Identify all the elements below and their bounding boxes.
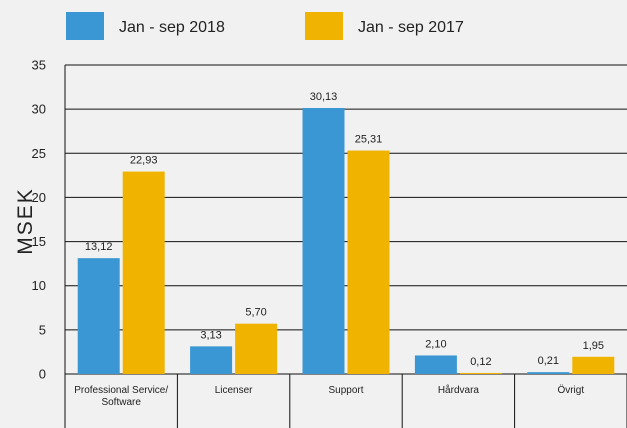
data-label: 0,21 (538, 355, 559, 367)
y-tick-label: 10 (32, 278, 46, 293)
y-axis-label: MSEK (14, 187, 37, 255)
bar-2017 (235, 323, 278, 374)
bars (77, 107, 615, 374)
data-label: 1,95 (583, 340, 604, 352)
legend-label: Jan - sep 2018 (119, 19, 225, 36)
legend-swatch (66, 12, 104, 40)
y-tick-labels: 0 5 10 15 20 25 30 35 (32, 58, 46, 382)
bar-2018 (190, 346, 233, 374)
y-tick-label: 25 (32, 146, 46, 161)
data-label: 30,13 (310, 91, 338, 103)
bar-2018 (527, 372, 570, 374)
bar-2018 (414, 355, 457, 374)
y-tick-label: 30 (32, 102, 46, 117)
bar-2017 (122, 171, 165, 374)
data-label: 25,31 (355, 134, 383, 146)
data-label: 22,93 (130, 155, 158, 167)
x-tick-label: Licenser (215, 385, 253, 396)
y-tick-label: 5 (39, 322, 46, 337)
bar-2017 (459, 372, 502, 374)
legend-swatch (305, 12, 343, 40)
x-tick-label: Support (328, 385, 363, 396)
data-label: 3,13 (200, 329, 221, 341)
bar-2018 (302, 107, 345, 374)
grid (65, 64, 627, 375)
bar-2018 (77, 258, 120, 374)
y-tick-label: 20 (32, 190, 46, 205)
x-axis: Professional Service/Software Licenser Sup… (64, 65, 627, 428)
x-tick-label: Övrigt (557, 384, 584, 396)
data-label: 5,70 (245, 307, 266, 319)
bar-2017 (572, 356, 615, 374)
y-tick-label: 15 (32, 234, 46, 249)
legend-label: Jan - sep 2017 (358, 19, 464, 36)
data-label: 13,12 (85, 241, 113, 253)
x-tick-label: Professional Service/Software (74, 385, 168, 408)
value-labels: 13,12 3,13 30,13 2,10 0,21 22,93 5,70 25,31 0,12… (85, 91, 604, 368)
data-label: 0,12 (470, 356, 491, 368)
legend: Jan - sep 2018 Jan - sep 2017 (66, 12, 464, 40)
y-tick-label: 0 (39, 367, 46, 382)
y-tick-label: 35 (32, 58, 46, 73)
x-tick-label: Hårdvara (438, 384, 480, 396)
bar-2017 (347, 150, 390, 374)
data-label: 2,10 (425, 338, 446, 350)
